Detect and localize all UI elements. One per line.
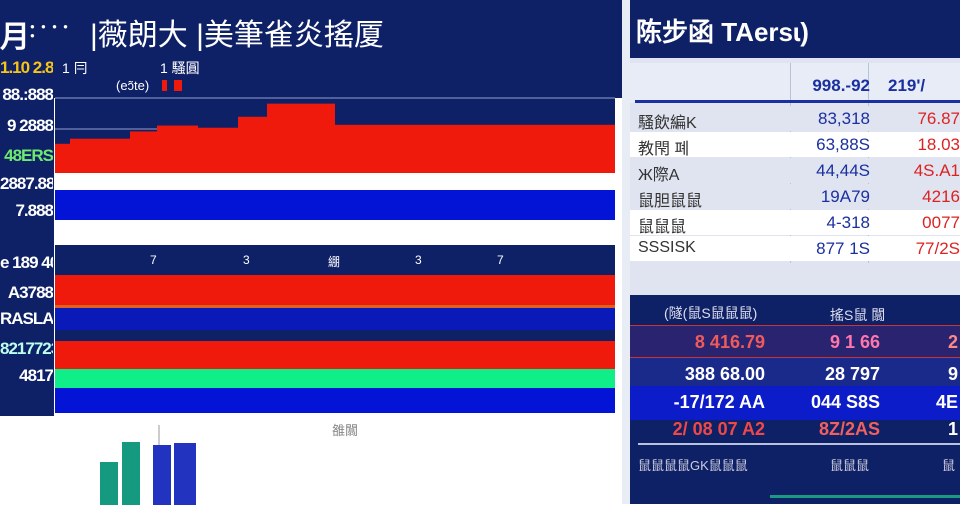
chart-caption: 雒闒 [332,423,359,438]
value-label: RASLAR [0,309,53,328]
row-value: 44,44S [816,161,870,180]
row-value: 0077 [922,213,960,232]
table-row[interactable]: SSSISK 877 1S 77/2S [630,236,960,261]
row-value: 4S.A1 [913,161,960,180]
table-row[interactable]: 鼠胆鼠鼠 19A79 4216 [630,184,960,210]
step-bar [70,138,130,173]
summary-panel: (隧(鼠S鼠鼠鼠) 搖S鼠 闒 8 416.79 9 1 66 2 388 68.0… [630,295,960,504]
tick-label: 7 [497,253,504,267]
row-label: SSSISK [638,239,696,256]
column-header: 219'/ [888,76,926,95]
tick-label: 綳 [328,255,341,269]
value-label: 4817 [19,366,53,385]
summary-cell: 044 S8S [810,392,880,412]
summary-cell: 8Z/2AS [818,419,880,439]
row-value: 76.87 [917,109,960,128]
right-header [630,0,960,60]
dashboard-header [0,0,622,98]
tick-label: 7 [150,253,157,267]
legend-swatch [174,80,182,91]
logo: 月 [0,21,30,54]
data-table: 998.-92 219'/ 騷飲編K 83,318 76.87 教閇 폐 63,8… [630,58,960,295]
legend-right: 1 騷圓 [160,60,200,76]
row-value: 4-318 [826,213,870,232]
summary-cell: 2/ 08 07 A2 [672,419,765,439]
summary-cell: 28 797 [824,364,880,384]
right-panel-title: 陈步函 TAersɩ) [636,17,809,47]
summary-cell: 388 68.00 [684,364,765,384]
band-red [55,275,615,305]
row-value: 77/2S [915,239,960,258]
table-row[interactable]: 鼠鼠鼠 4-318 0077 [630,210,960,236]
legend-sub: (eɔ̃te) [116,78,150,93]
step-bar [238,116,267,173]
step-bar [335,124,615,173]
row-value: 877 1S [816,239,870,258]
band-green [55,369,615,388]
step-bar [198,127,238,173]
summary-cell: 8 416.79 [694,332,765,352]
summary-cell: 1 [947,419,958,439]
band-blue [55,388,615,413]
column-header: 998.-92 [812,76,870,95]
band-blue [55,308,615,330]
buildings-icon [100,425,196,505]
row-value: 18.03 [917,135,960,154]
page-title: |薇朗大 |美筆雀炎搖厦 [90,19,384,52]
row-label: 騷飲編K [638,115,697,132]
dots-icon: ● ● ● ● ● [30,22,70,40]
band-chart: 7 3 綳 3 7 [55,245,615,413]
summary-header: (隧(鼠S鼠鼠鼠) [664,305,758,321]
table-row[interactable]: 騷飲編K 83,318 76.87 [630,106,960,132]
table-row[interactable]: Ж際A 44,44S 4S.A1 [630,158,960,184]
row-label: 鼠胆鼠鼠 [638,193,703,210]
row-label: Ж際A [638,167,680,184]
value-label: e 189 40 [0,253,53,272]
row-value: 19A79 [820,187,870,206]
footer-text: 鼠 [942,458,956,473]
summary-cell: 4E [935,392,958,412]
step-bar [130,131,157,173]
summary-cell: 2 [947,332,958,352]
band-red [55,341,615,369]
legend-swatch [162,80,167,91]
legend-left: 1 冃 [62,60,88,76]
row-value: 63,88S [816,135,870,154]
tick-label: 3 [243,253,250,267]
row-value: 4216 [922,187,960,206]
step-bar [55,143,70,173]
row-label: 教閇 폐 [638,141,690,158]
step-bar [267,103,335,173]
summary-cell: -17/172 AA [673,392,765,412]
value-label: 88.:888 [2,85,53,104]
step-bar [157,125,198,173]
value-label: 1.10 2.8N [0,58,53,77]
row-value: 83,318 [818,109,870,128]
value-column [0,58,54,416]
value-label: 48ERS [4,146,53,165]
value-label: 7.888 [15,201,53,220]
footer-text: 鼠鼠鼠 [830,458,870,473]
summary-cell: 9 1 66 [829,332,880,352]
value-label: 2887.88 [0,174,53,193]
tick-label: 3 [415,253,422,267]
footer-text: 鼠鼠鼠鼠GK鼠鼠鼠 [638,458,748,473]
value-label: 8217723 [0,339,53,358]
step-chart [55,97,615,245]
summary-cell: 9 [947,364,958,384]
value-label: 9 2888 [7,116,53,135]
row-label: 鼠鼠鼠 [638,219,687,236]
table-row[interactable]: 教閇 폐 63,88S 18.03 [630,132,960,158]
panel-divider [622,0,630,504]
value-label: A3788 [7,283,53,302]
summary-header: 搖S鼠 闒 [830,307,886,323]
